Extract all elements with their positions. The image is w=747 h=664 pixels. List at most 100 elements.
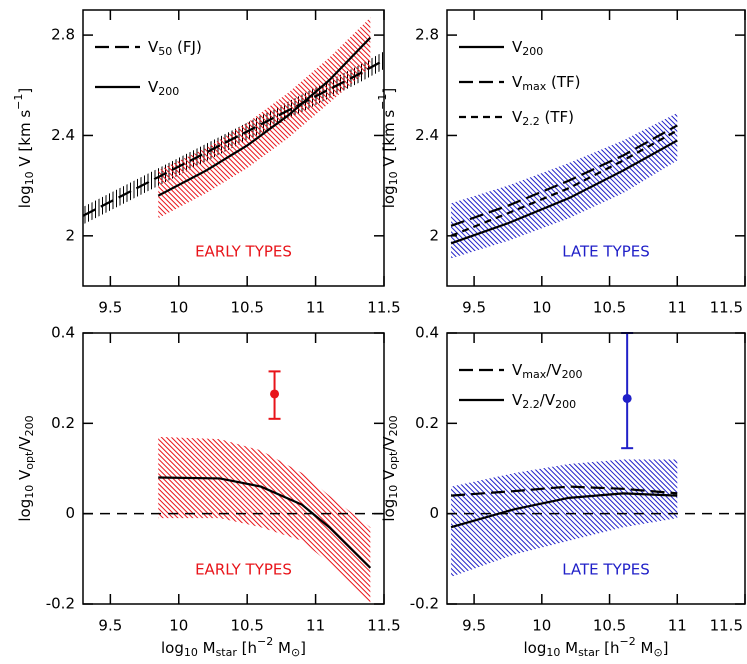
label-sub: 2.2: [522, 398, 540, 411]
label-part: V [km s: [16, 110, 34, 172]
label-sub: max: [522, 368, 546, 381]
frame: [446, 332, 746, 605]
label-sub: 10: [23, 485, 36, 499]
label-sup: −1: [376, 94, 389, 110]
annotation: EARLY TYPES: [195, 243, 292, 261]
x-tick-label: 11: [306, 617, 325, 635]
band: [451, 112, 678, 259]
label-part: /V: [380, 436, 398, 452]
series-line: [158, 476, 372, 569]
label-part: M: [273, 639, 291, 657]
label-part: /V: [16, 436, 34, 452]
y-tick-label: 0.2: [51, 414, 75, 432]
label-part: V: [148, 78, 159, 96]
annotation: LATE TYPES: [562, 561, 650, 579]
series-line: [450, 124, 678, 227]
y-tick-label: 2.4: [415, 126, 439, 144]
label-part: log: [16, 499, 34, 522]
legend-label: V2.2/V200: [512, 391, 576, 412]
label-sub: 10: [23, 171, 36, 185]
label-sub: 50: [158, 45, 172, 58]
series-line: [450, 492, 678, 529]
label-sub: 10: [387, 171, 400, 185]
frame: [82, 332, 385, 605]
y-tick-label: 0.4: [51, 324, 75, 342]
x-tick-label: 10: [169, 299, 188, 317]
label-part: M: [198, 639, 216, 657]
y-tick-label: 2.8: [415, 26, 439, 44]
y-axis-label: log10 V [km s−1]: [376, 88, 400, 208]
x-tick-label: 11: [668, 617, 687, 635]
x-tick-label: 11: [306, 299, 325, 317]
y-tick-label: 0.2: [415, 414, 439, 432]
y-tick-label: 2.4: [51, 126, 75, 144]
y-tick-label: 2: [65, 226, 75, 244]
label-part: ]: [300, 639, 306, 657]
label-sub: 10: [546, 646, 560, 659]
y-tick-label: 0: [429, 504, 439, 522]
label-part: /V: [540, 391, 556, 409]
label-part: log: [161, 639, 184, 657]
y-tick-label: 2.8: [51, 26, 75, 44]
annotation: EARLY TYPES: [195, 561, 292, 579]
x-axis-label: log10 Mstar [h−2 M⊙]: [523, 635, 668, 659]
label-part: V: [380, 469, 398, 485]
label-sub: star: [578, 646, 600, 659]
y-tick-label: 0.4: [415, 324, 439, 342]
label-sub: 10: [184, 646, 198, 659]
label-sub: ⊙: [291, 646, 300, 659]
x-tick-label: 11: [668, 299, 687, 317]
label-sub: 200: [23, 415, 36, 436]
label-part: V: [148, 38, 159, 56]
label-part: log: [380, 499, 398, 522]
series-line: [450, 129, 678, 237]
legend-label: V200: [512, 38, 543, 59]
x-tick-label: 11.5: [710, 299, 743, 317]
label-part: /V: [546, 361, 562, 379]
y-tick-label: 2: [429, 226, 439, 244]
label-sub: 200: [522, 45, 543, 58]
series-line: [450, 139, 678, 245]
x-tick-label: 9.5: [98, 617, 122, 635]
label-sub: ⊙: [653, 646, 662, 659]
legend-label: V2.2 (TF): [512, 108, 574, 129]
label-sub: 2.2: [522, 115, 540, 128]
x-tick-label: 10.5: [593, 617, 626, 635]
label-part: M: [560, 639, 578, 657]
label-part: (TF): [546, 73, 580, 91]
x-tick-label: 10.5: [593, 299, 626, 317]
x-tick-label: 9.5: [98, 299, 122, 317]
label-sup: −2: [620, 635, 636, 648]
legend-label: V200: [148, 78, 179, 99]
label-part: (TF): [540, 108, 574, 126]
x-tick-label: 9.5: [462, 299, 486, 317]
point: [270, 389, 280, 399]
point: [622, 393, 632, 403]
label-sub: 200: [562, 368, 583, 381]
y-tick-label: -0.2: [410, 595, 439, 613]
label-sub: star: [216, 646, 238, 659]
y-axis-label: log10 Vopt/V200: [16, 415, 37, 521]
frame: [446, 9, 746, 287]
label-part: ]: [380, 88, 398, 94]
x-tick-label: 10.5: [230, 617, 263, 635]
label-part: ]: [663, 639, 669, 657]
x-tick-label: 11.5: [710, 617, 743, 635]
legend-label: V50 (FJ): [148, 38, 202, 59]
x-axis-label: log10 Mstar [h−2 M⊙]: [161, 635, 306, 659]
label-part: V: [512, 361, 523, 379]
label-part: [h: [599, 639, 619, 657]
label-part: V: [512, 73, 523, 91]
label-sub: 200: [555, 398, 576, 411]
series-line: [450, 485, 678, 497]
band: [158, 436, 371, 604]
label-sup: −2: [257, 635, 273, 648]
label-sub: 200: [158, 85, 179, 98]
label-sub: opt: [23, 451, 36, 470]
label-part: V: [512, 108, 523, 126]
label-part: (FJ): [172, 38, 202, 56]
label-part: V: [16, 469, 34, 485]
legend-label: Vmax/V200: [512, 361, 583, 382]
frame: [82, 9, 385, 287]
